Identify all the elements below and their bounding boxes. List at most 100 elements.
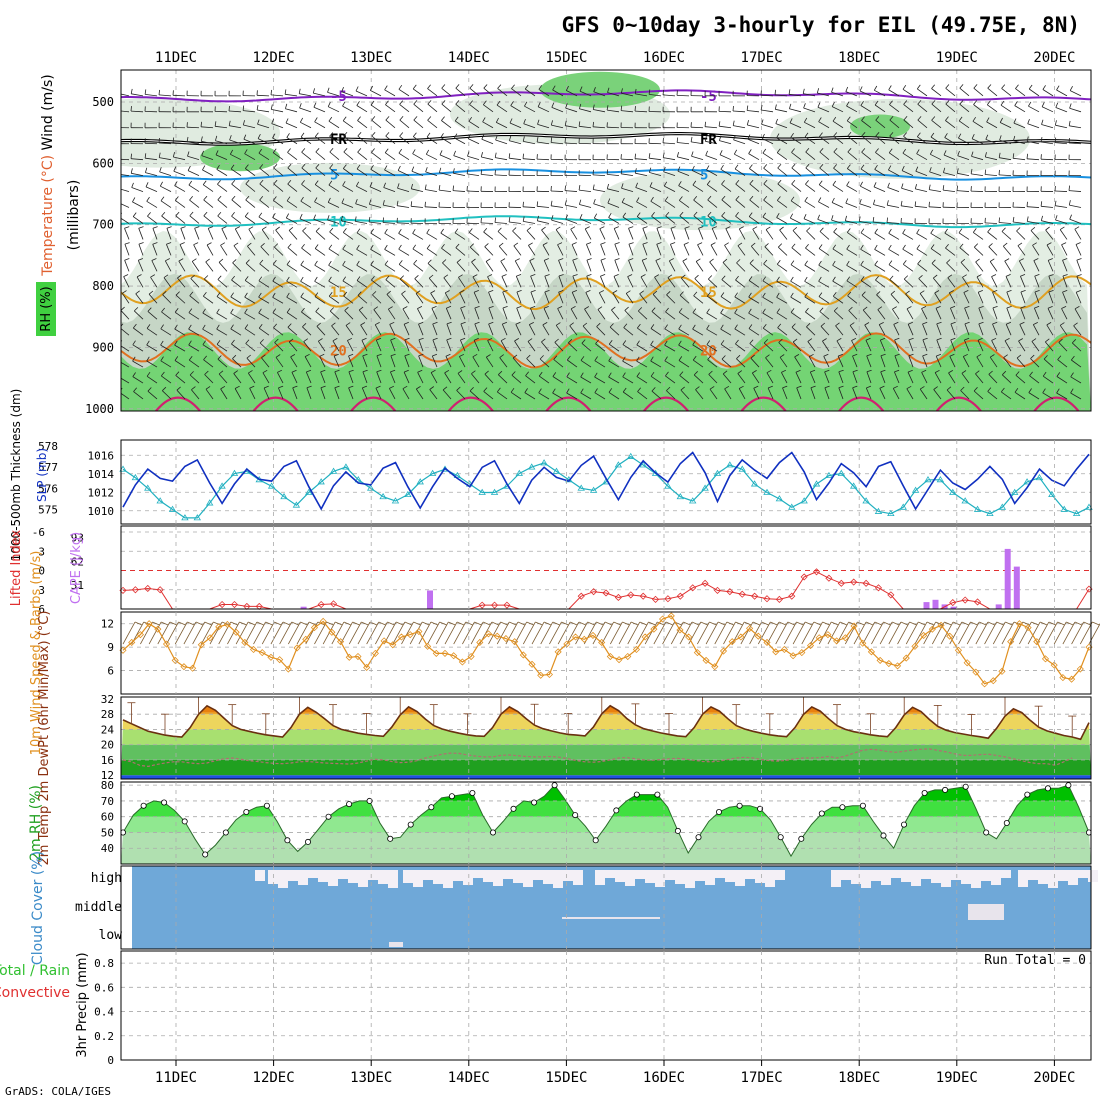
wind-barb [187, 170, 200, 176]
wind-barb [523, 221, 536, 224]
wind-barb [1053, 621, 1067, 645]
wind-barb-flag [775, 118, 778, 124]
wind-barb-flag [220, 242, 226, 246]
wind-barb [163, 277, 172, 288]
wind-barb-flag [978, 290, 983, 293]
wind-barb-flag [146, 356, 150, 362]
wind-barb-flag [536, 201, 539, 207]
rh-point [1086, 829, 1091, 836]
wind-barb-flag [555, 226, 561, 230]
wind-barb-flag [133, 387, 138, 392]
thickness-point [478, 488, 486, 495]
wind-barb-flag [124, 226, 130, 229]
wind-speed-point [780, 645, 788, 654]
wind-barb [649, 172, 662, 177]
wind-barb [749, 199, 760, 208]
thickness-point [577, 484, 585, 491]
wind-barb [894, 339, 900, 352]
wind-barb [792, 621, 806, 645]
wind-barb [960, 262, 970, 272]
cape-bar [932, 599, 939, 609]
wind-barb [719, 140, 732, 145]
cape-bar [1004, 548, 1011, 609]
wind-barb-flag [919, 386, 925, 390]
wind-barb [373, 309, 382, 320]
wind-barb-flag [509, 135, 512, 141]
wind-barb [174, 621, 188, 645]
wind-barb-flag [612, 290, 618, 294]
wind-barb-flag [217, 355, 222, 360]
wind-barb [524, 88, 536, 97]
wind-barb-flag [1070, 388, 1074, 394]
thickness-point [924, 476, 932, 483]
panel-frame [120, 950, 1092, 1061]
wind-barb [976, 356, 984, 368]
wind-barb [627, 276, 634, 288]
wind-barb-flag [342, 276, 347, 282]
wind-barb-flag [693, 211, 698, 217]
wind-barb-flag [429, 386, 435, 390]
wind-barb-flag [301, 148, 306, 153]
wind-barb [1027, 221, 1040, 224]
lifted-index-tick: 6 [38, 603, 45, 616]
wind-barb [618, 621, 632, 645]
wind-barb-flag [819, 132, 823, 137]
wind-barb [1055, 142, 1068, 145]
wind-barb-flag [893, 385, 898, 389]
wind-barb [341, 220, 354, 224]
wind-barb [916, 248, 928, 256]
wind-barb-flag [592, 169, 594, 175]
wind-barb [943, 172, 956, 177]
wind-barb-flag [541, 226, 546, 231]
wind-barb-flag [455, 84, 460, 89]
wind-barb [360, 324, 368, 336]
wind-barb [693, 374, 704, 384]
wind-barb [679, 295, 690, 304]
wind-barb [369, 186, 382, 192]
wind-barb-flag [889, 275, 894, 280]
wind-barb-flag [931, 84, 936, 89]
wind-barb [1055, 107, 1068, 113]
wind-barb-flag [453, 150, 456, 156]
wind-barb [542, 244, 550, 256]
wind-barb [187, 155, 200, 161]
wind-barb [203, 215, 214, 224]
wind-barb [874, 264, 886, 272]
wind-barb [261, 357, 270, 368]
isotherm-label: 15 [700, 285, 717, 301]
wind-barb [861, 120, 872, 129]
wind-barb [628, 260, 634, 272]
wind-barb-flag [934, 369, 940, 373]
wind-barb [515, 276, 522, 288]
wind-barb [874, 232, 886, 240]
wind-barb-flag [763, 259, 768, 265]
wind-barb-flag [147, 307, 152, 312]
wind-barb-flag [1014, 387, 1019, 393]
wind-barb-flag [343, 291, 348, 297]
wind-speed-point [258, 649, 266, 657]
wind-barb [1075, 292, 1082, 304]
wind-barb-flag [174, 181, 178, 186]
wind-barb [565, 204, 578, 208]
cloud-gap [483, 870, 493, 882]
wind-barb [173, 142, 186, 145]
wind-barb [566, 376, 578, 384]
cloud-gap [553, 870, 563, 888]
wind-barb [431, 308, 438, 320]
wind-barb [529, 260, 536, 272]
wind-barb-flag [132, 323, 137, 329]
wind-barb [966, 621, 980, 645]
wind-barb [132, 344, 144, 352]
wind-barb [1044, 341, 1054, 352]
wind-barb-flag [231, 195, 236, 201]
thickness-point [218, 482, 226, 489]
wind-barb-flag [231, 212, 235, 217]
wind-barb-flag [166, 242, 172, 245]
wind-barb-flag [996, 621, 1004, 626]
wind-barb-flag [991, 337, 997, 341]
wind-barb [425, 171, 438, 177]
wind-barb [427, 621, 440, 645]
wind-barb [244, 328, 256, 336]
wind-barb [735, 183, 746, 192]
wind-barb-flag [488, 306, 494, 309]
